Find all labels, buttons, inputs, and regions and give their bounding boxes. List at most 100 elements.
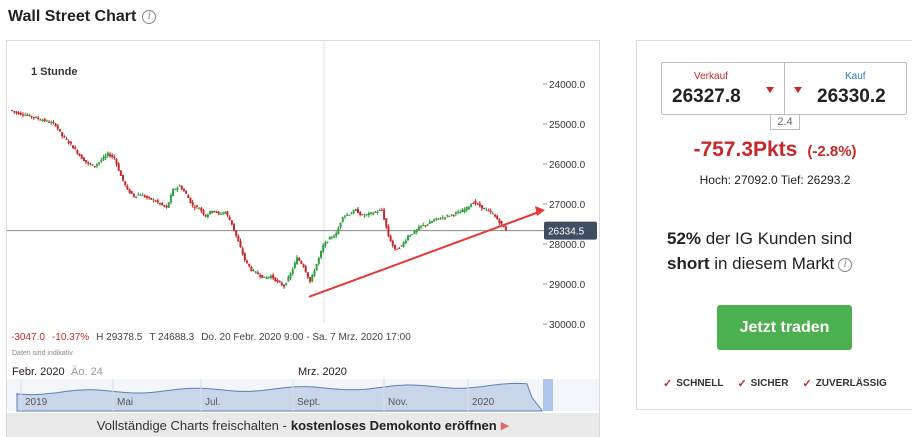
candle-body [256,272,259,275]
candle-body [89,163,92,165]
candle-body [172,189,175,197]
price-chart[interactable]: 30000.0 29000.0 28000.0 27000.0 26000.0 25000… [7,41,600,413]
candle-body [489,210,492,213]
candle-body [487,210,490,212]
candle-body [326,241,329,243]
candle-body [252,270,255,272]
candle-body [363,215,366,217]
promo-link[interactable]: kostenloses Demokonto eröffnen [290,418,497,433]
candle-body [54,123,57,126]
buy-label: Kauf [845,71,866,82]
stat-high: H 29378.5 [96,332,143,343]
feature-list: ✓ SCHNELL ✓ SICHER ✓ ZUVERLÄSSIG [663,377,887,390]
candle-body [254,271,257,273]
candle-body [189,197,192,203]
candle-body [378,210,381,212]
candle-body [135,196,138,198]
candle-body [428,221,431,224]
buy-price[interactable]: 26330.2 [817,86,886,107]
candle-body [461,209,464,213]
candle-body [128,189,131,193]
candle-body [139,194,142,196]
candle-body [385,218,388,228]
candle-body [209,210,212,214]
chart-interval-label[interactable]: 1 Stunde [31,66,78,78]
candle-body [463,209,466,212]
candle-body [306,272,309,278]
page-title: Wall Street Chart [8,8,137,25]
current-price-label: 26334.5 [548,227,585,238]
candle-body [145,196,148,199]
candle-body [156,200,159,203]
candle-body [341,217,344,222]
candle-body [141,194,144,196]
candle-body [387,226,390,237]
candle-body [433,219,436,222]
candle-body [402,242,405,247]
sell-label: Verkauf [694,71,728,82]
trade-now-button[interactable]: Jetzt traden [717,305,852,350]
candle-body [283,284,286,287]
navigator-tick-label: 2019 [25,397,48,408]
candle-body [217,211,220,214]
candle-body [396,248,399,250]
y-tick-label: 26000.0 [549,160,586,171]
candle-body [328,236,331,240]
y-tick-label: 25000.0 [549,120,586,131]
stat-change-abs: -3047.0 [11,332,45,343]
candle-body [115,159,118,165]
candle-body [65,138,68,140]
candle-body [346,214,349,216]
candle-body [117,163,120,171]
chart-container[interactable]: 30000.0 29000.0 28000.0 27000.0 26000.0 25000… [6,40,600,437]
candle-body [108,154,111,157]
candle-body [393,244,396,249]
candle-body [491,213,494,215]
navigator-tick-label: 2020 [472,397,495,408]
info-icon[interactable]: i [838,257,853,272]
candle-body [413,230,416,234]
candle-body [472,203,475,205]
navigator-tick-label: Mai [117,397,133,408]
candle-body [143,195,146,198]
candle-body [13,111,16,113]
candle-body [222,212,225,214]
candle-body [315,264,318,271]
info-icon[interactable]: i [142,10,157,24]
candle-body [485,209,488,211]
candle-body [198,208,201,210]
candle-body [250,266,253,271]
candle-body [420,225,423,228]
candle-body [241,248,244,255]
candle-body [285,283,288,285]
candle-body [187,195,190,199]
candle-body [191,202,194,206]
candle-body [87,162,90,164]
candle-body [304,266,307,273]
high-low: Hoch: 27092.0 Tief: 26293.2 [699,173,851,187]
candle-body [324,242,327,247]
candle-body [80,154,83,159]
feature-secure: ✓ SICHER [737,377,788,390]
candle-body [398,247,401,249]
navigator-tick-label: Nov. [388,397,408,408]
candle-body [354,209,357,211]
candle-body [52,121,55,124]
candle-body [483,207,486,209]
candle-body [311,274,314,282]
y-tick-label: 24000.0 [549,80,586,91]
nav-label-mrz: Mrz. 2020 [298,366,347,378]
promo-banner[interactable]: Vollständige Charts freischalten - koste… [7,413,599,437]
candle-body [370,212,373,214]
candle-body [409,235,412,237]
candle-body [113,156,116,159]
sell-price[interactable]: 26327.8 [672,86,741,107]
candle-body [202,210,205,215]
candle-body [167,202,170,208]
candle-body [339,222,342,228]
candle-body [26,114,29,116]
candle-body [178,185,181,187]
candle-body [50,122,53,124]
arrow-right-icon: ▶ [500,420,510,432]
candle-body [467,206,470,210]
